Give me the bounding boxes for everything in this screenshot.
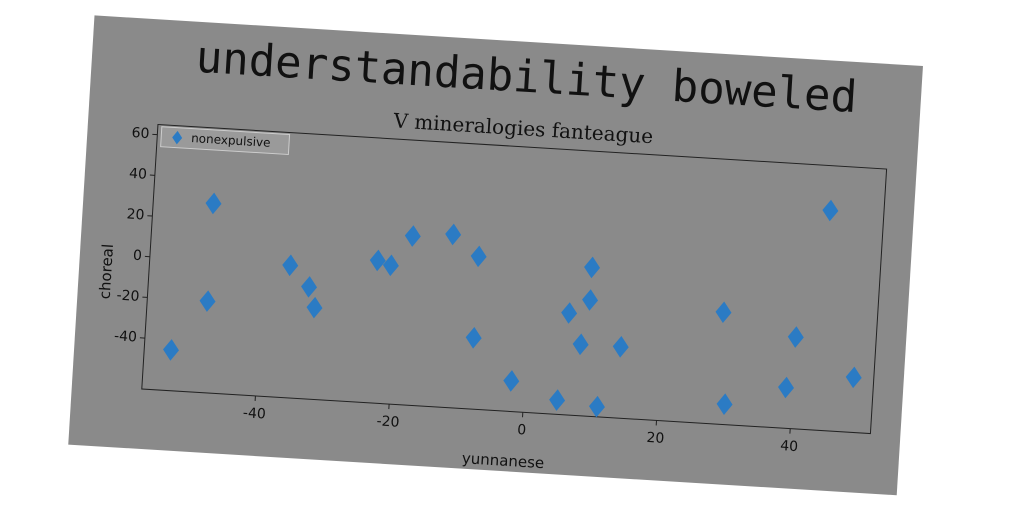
- y-tick-label: 0: [132, 248, 142, 265]
- point: [205, 192, 222, 215]
- point: [199, 290, 216, 312]
- point: [822, 199, 839, 222]
- y-tick-label: 40: [129, 166, 148, 183]
- point: [778, 376, 794, 399]
- x-tick-label: 0: [517, 422, 527, 439]
- point: [584, 256, 601, 279]
- x-tick-label: -20: [376, 413, 400, 430]
- x-tick-label: -40: [242, 405, 266, 422]
- point: [306, 296, 323, 319]
- point: [845, 366, 862, 389]
- y-tick-label: 60: [131, 125, 150, 142]
- legend-marker: [172, 130, 183, 145]
- legend-label: nonexpulsive: [191, 131, 271, 150]
- point: [404, 225, 421, 247]
- point: [561, 302, 578, 324]
- x-axis-label: yunnanese: [461, 449, 544, 472]
- point: [465, 327, 482, 349]
- legend-box: [160, 126, 291, 156]
- point: [503, 370, 520, 392]
- point: [301, 276, 318, 298]
- x-tick-label: 20: [646, 430, 665, 447]
- point: [163, 339, 179, 361]
- point: [588, 395, 605, 418]
- chart-card: understandability boweled V mineralogies…: [68, 15, 923, 496]
- point: [382, 254, 399, 277]
- point: [549, 389, 566, 411]
- y-axis-label: choreal: [96, 243, 117, 299]
- y-tick-label: -20: [116, 288, 140, 305]
- point: [572, 333, 589, 356]
- y-tick-label: 20: [126, 206, 145, 223]
- point: [716, 393, 733, 415]
- point: [787, 326, 804, 348]
- point: [470, 245, 487, 268]
- point: [369, 249, 386, 272]
- point: [715, 301, 732, 324]
- point: [582, 289, 599, 311]
- point: [445, 223, 462, 246]
- y-tick-label: -40: [114, 328, 138, 345]
- point: [612, 336, 629, 358]
- x-tick-label: 40: [780, 438, 799, 455]
- point: [282, 254, 299, 277]
